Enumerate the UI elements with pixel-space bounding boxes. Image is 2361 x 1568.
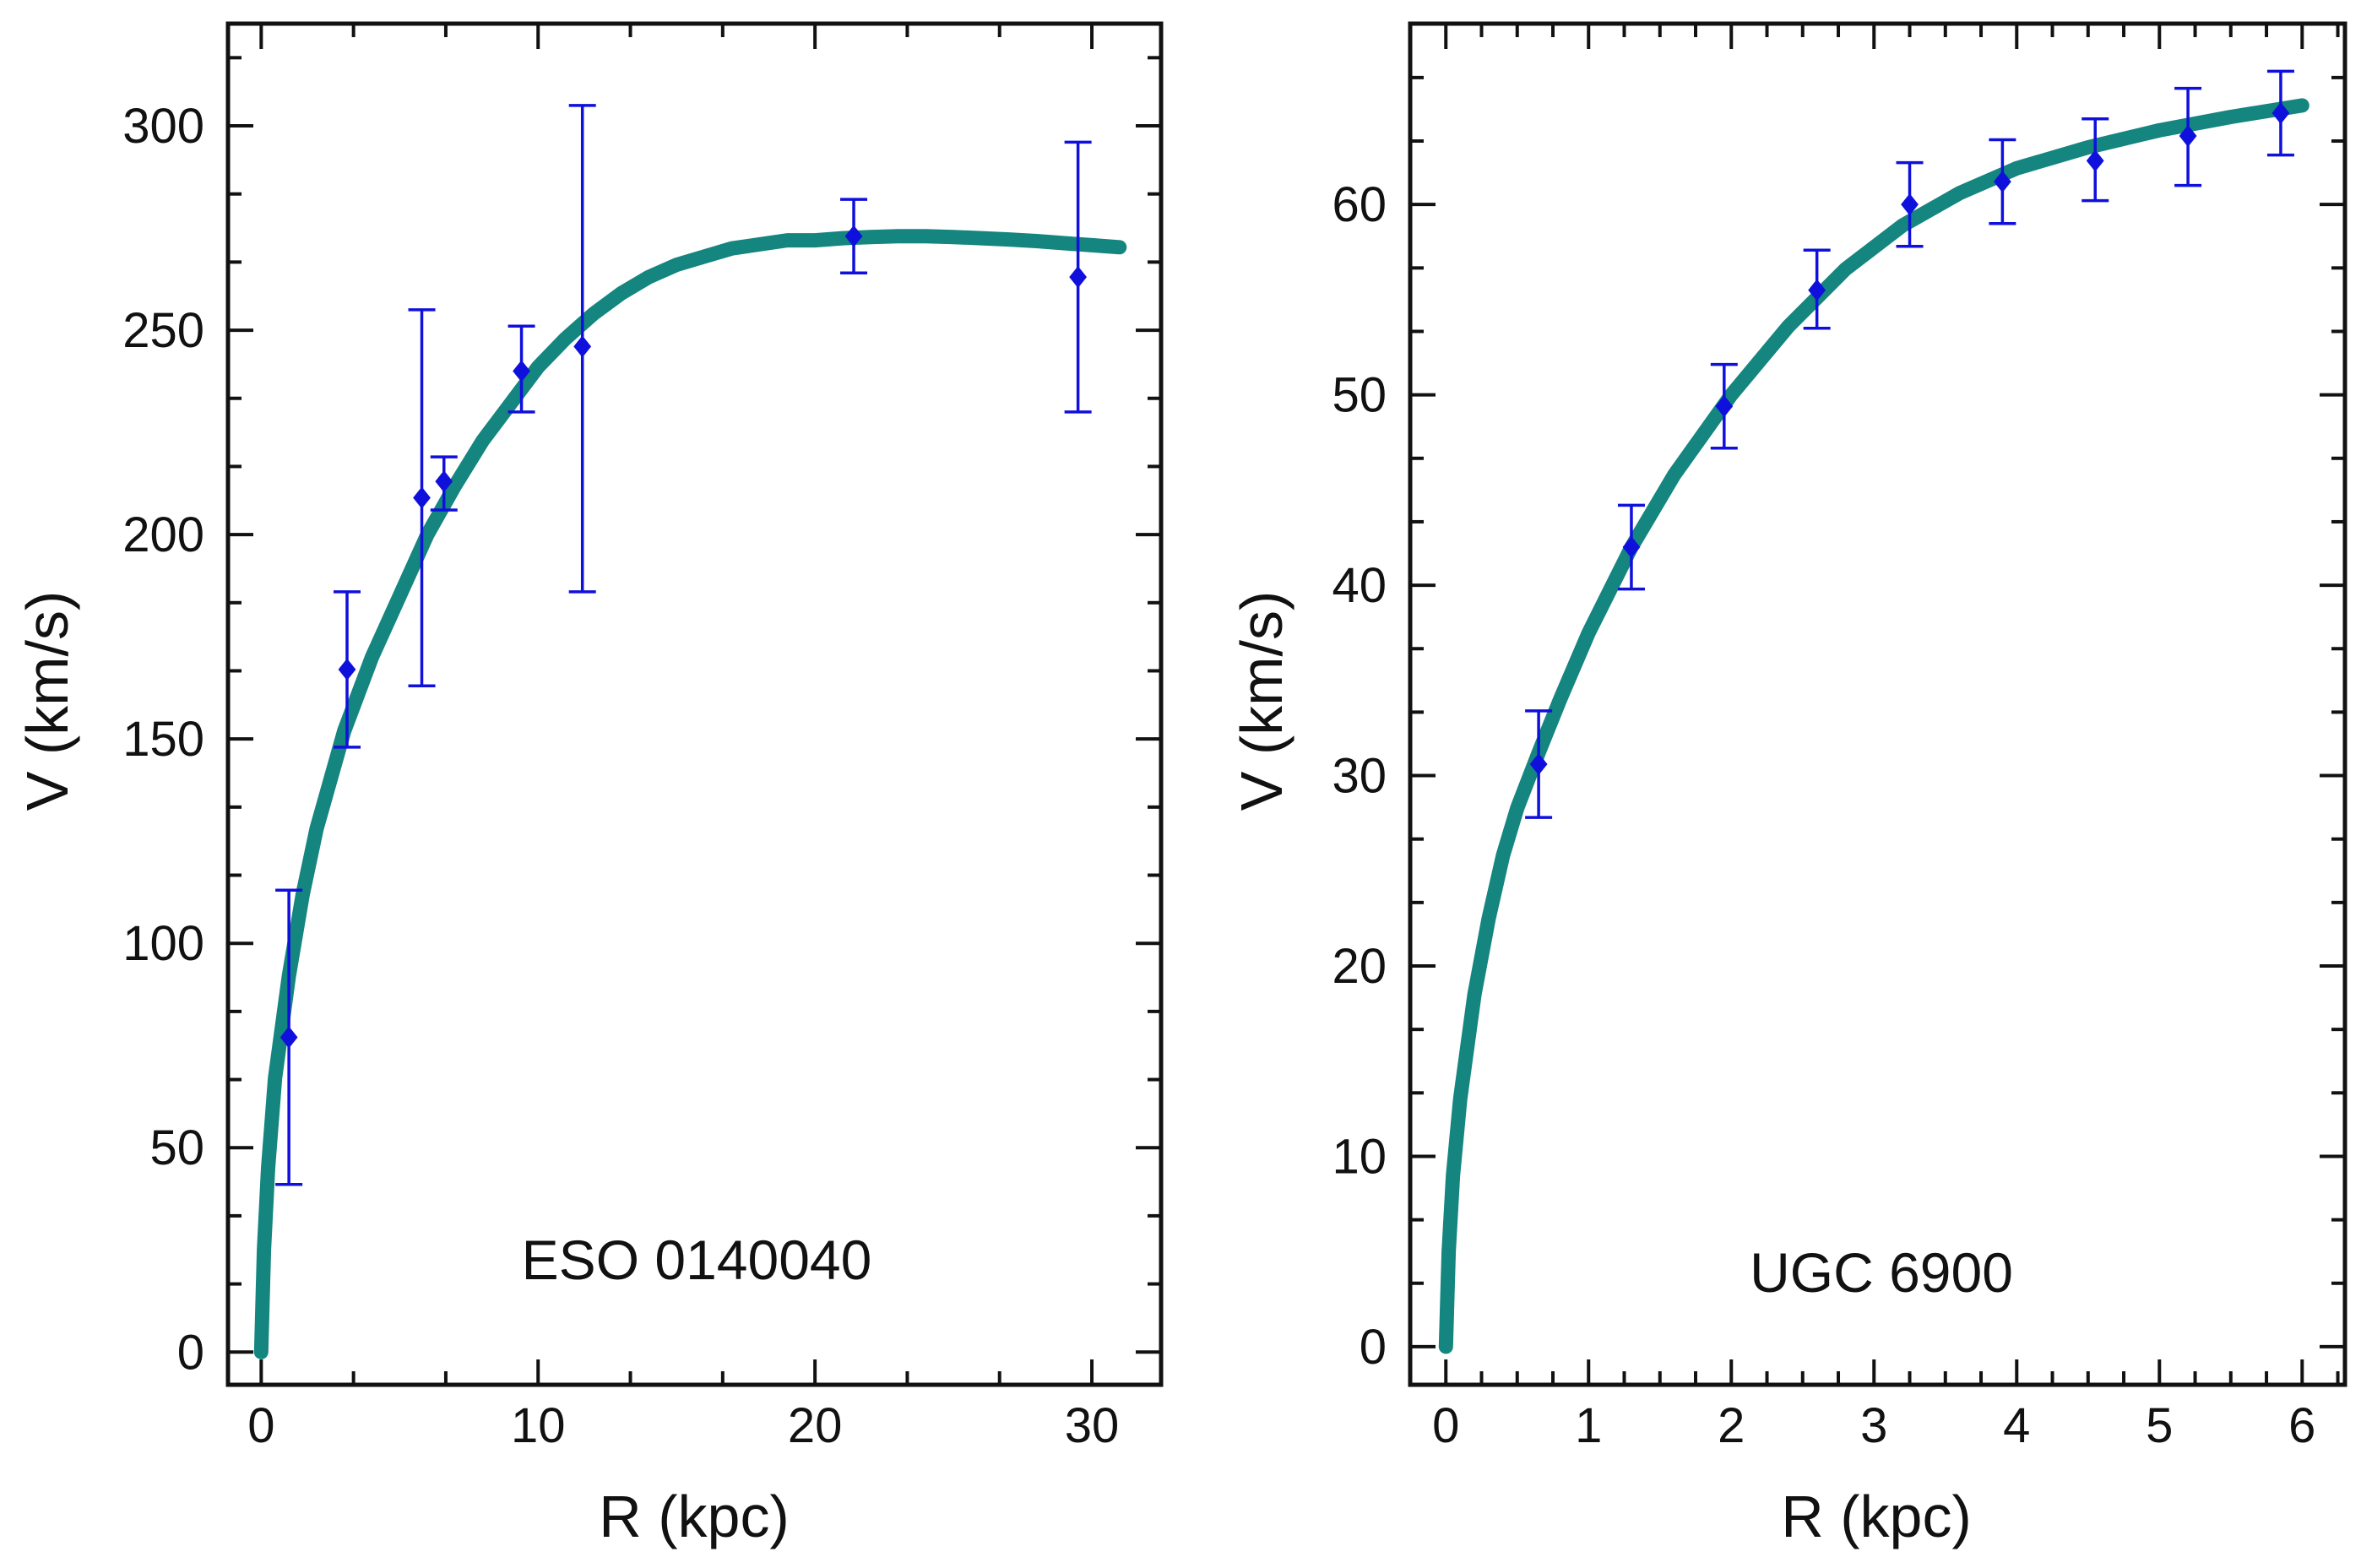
plot-frame	[225, 21, 1164, 1387]
data-point-group	[1803, 248, 1831, 330]
data-point-marker	[2271, 101, 2290, 124]
x-tick-label: 10	[511, 1398, 566, 1453]
y-tick-label: 50	[149, 1120, 204, 1175]
y-tick-label: 250	[122, 303, 204, 358]
data-point-group	[1896, 160, 1924, 248]
data-point-marker	[1808, 279, 1826, 301]
y-tick-label: 50	[1332, 368, 1387, 423]
x-tick-label: 3	[1860, 1398, 1887, 1453]
data-point-group	[408, 308, 436, 687]
x-tick-label: 5	[2146, 1398, 2173, 1453]
data-point-marker	[2179, 125, 2197, 148]
data-point-group	[1525, 709, 1553, 819]
data-point-group	[2081, 117, 2109, 203]
model-curve	[1438, 98, 2309, 1354]
data-point-group	[840, 198, 868, 275]
galaxy-name-label: ESO 0140040	[522, 1229, 872, 1291]
x-tick-label: 20	[788, 1398, 843, 1453]
y-tick-label: 100	[122, 916, 204, 971]
data-point-group	[1064, 140, 1092, 414]
data-point-marker	[1529, 753, 1548, 776]
y-tick-label: 200	[122, 507, 204, 562]
data-point-marker	[413, 486, 431, 509]
y-tick-label: 40	[1332, 558, 1387, 613]
data-point-group	[430, 455, 458, 512]
data-point-marker	[513, 360, 530, 383]
data-point-group	[1710, 362, 1738, 450]
y-axis-title: V (km/s)	[1229, 591, 1294, 811]
x-tick-label: 2	[1718, 1398, 1745, 1453]
x-tick-label: 0	[247, 1398, 274, 1453]
data-point-group	[2266, 69, 2294, 157]
x-axis-title: R (kpc)	[599, 1484, 790, 1549]
y-tick-label: 300	[122, 99, 204, 154]
galaxy-name-label: UGC 6900	[1750, 1241, 2013, 1304]
y-tick-label: 60	[1332, 177, 1387, 232]
plot-frame	[1408, 21, 2347, 1387]
x-tick-label: 6	[2288, 1398, 2315, 1453]
x-tick-label: 4	[2003, 1398, 2030, 1453]
x-tick-label: 30	[1065, 1398, 1120, 1453]
data-point-marker	[573, 335, 592, 358]
data-point-marker	[435, 470, 453, 493]
data-point-marker	[1993, 171, 2011, 193]
data-point-group	[568, 104, 596, 594]
data-point-group	[1989, 138, 2016, 225]
y-tick-label: 10	[1332, 1129, 1387, 1184]
data-point-marker	[844, 225, 863, 247]
y-tick-label: 0	[1360, 1320, 1387, 1375]
data-point-group	[1617, 503, 1645, 591]
model-curve	[253, 229, 1127, 1359]
y-tick-label: 150	[122, 712, 204, 767]
data-point-group	[275, 888, 303, 1186]
data-point-marker	[338, 658, 356, 681]
x-tick-label: 0	[1432, 1398, 1459, 1453]
data-point-marker	[1715, 395, 1734, 418]
data-point-marker	[1901, 193, 1919, 216]
y-tick-label: 30	[1332, 749, 1387, 804]
y-axis-title: V (km/s)	[14, 591, 80, 811]
data-point-marker	[1622, 536, 1641, 558]
x-axis-title: R (kpc)	[1781, 1484, 1972, 1549]
data-point-marker	[2086, 149, 2104, 172]
y-tick-label: 20	[1332, 939, 1387, 994]
y-tick-label: 0	[177, 1325, 204, 1380]
data-point-group	[507, 324, 535, 414]
data-point-marker	[280, 1026, 298, 1049]
data-point-group	[333, 590, 361, 749]
x-tick-label: 1	[1575, 1398, 1602, 1453]
data-point-group	[2174, 86, 2202, 187]
data-point-marker	[1069, 266, 1088, 289]
